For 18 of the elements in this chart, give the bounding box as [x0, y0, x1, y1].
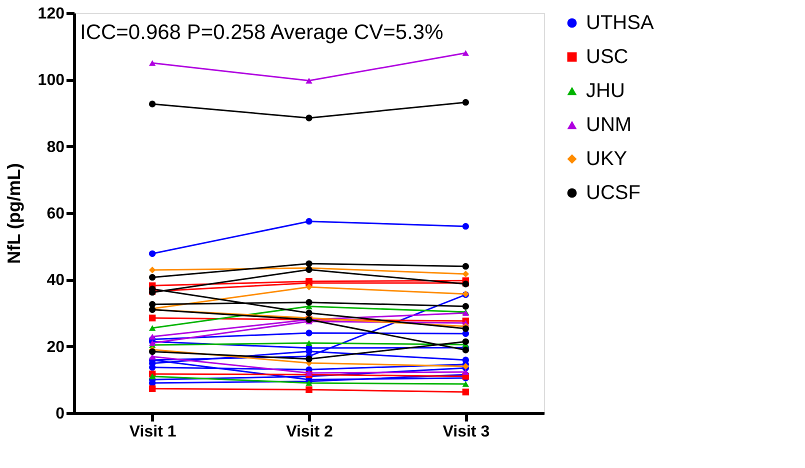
y-tick-label: 120	[38, 6, 65, 22]
legend-label: JHU	[586, 80, 625, 102]
x-tick-label: Visit 3	[442, 424, 490, 440]
y-tick-label: 40	[46, 272, 65, 290]
y-tick-label: 20	[46, 338, 65, 356]
y-axis-title: NfL (pg/mL)	[4, 163, 24, 264]
legend-label: UKY	[586, 148, 628, 170]
y-tick-label: 60	[46, 206, 65, 222]
x-tick-label: Visit 1	[129, 424, 176, 440]
legend-label: UNM	[586, 114, 632, 136]
legend-label: UTHSA	[586, 12, 654, 34]
legend-label: UCSF	[586, 182, 640, 204]
y-tick-label: 100	[38, 72, 65, 90]
annotation: ICC=0.968 P=0.258 Average CV=5.3%	[80, 21, 444, 44]
y-tick-label: 80	[46, 138, 65, 156]
y-tick-label: 0	[56, 406, 65, 422]
legend-label: USC	[586, 46, 628, 68]
x-tick-label: Visit 2	[286, 424, 334, 440]
